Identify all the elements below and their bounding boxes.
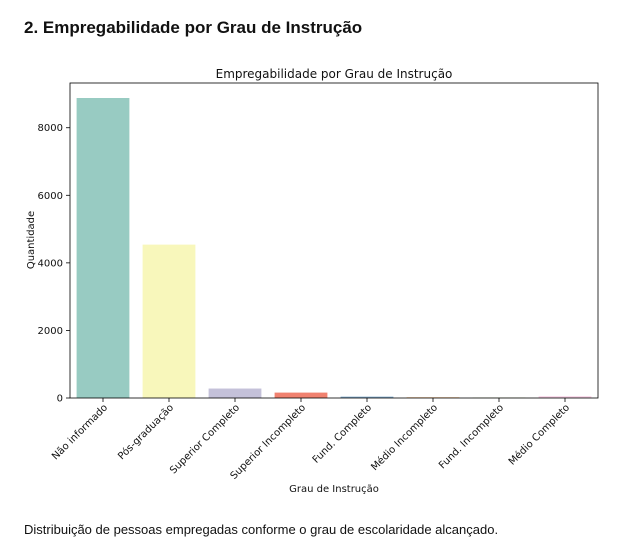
y-tick-label: 6000 [38, 191, 63, 202]
y-axis-label: Quantidade [26, 211, 37, 269]
bar-chart: Empregabilidade por Grau de Instrução 0 2… [26, 67, 599, 495]
x-tick-label: Pós-graduação [115, 402, 176, 463]
x-tick-label: Médio Incompleto [369, 402, 441, 474]
bar [208, 388, 262, 398]
bar [142, 244, 196, 398]
y-tick-label: 8000 [38, 123, 63, 134]
bar [538, 396, 592, 398]
x-tick-label: Fund. Incompleto [437, 402, 506, 471]
y-axis-ticks: 0 2000 4000 6000 8000 [38, 123, 70, 405]
bar [76, 98, 130, 398]
x-tick-label: Fund. Completo [311, 402, 374, 465]
chart-title: Empregabilidade por Grau de Instrução [216, 67, 453, 81]
x-axis-label: Grau de Instrução [289, 484, 379, 495]
x-tick-label: Superior Completo [168, 402, 242, 476]
plot-frame [69, 82, 599, 399]
x-tick-label: Não informado [50, 402, 110, 462]
bar [340, 396, 394, 398]
y-tick-label: 0 [57, 394, 63, 405]
bar [274, 392, 328, 398]
y-tick-label: 4000 [38, 258, 63, 269]
x-tick-label: Médio Completo [506, 402, 572, 468]
page-heading: 2. Empregabilidade por Grau de Instrução [24, 18, 363, 37]
x-tick-label: Superior Incompleto [229, 402, 309, 482]
y-tick-label: 2000 [38, 326, 63, 337]
bars-group [76, 98, 592, 398]
chart-caption: Distribuição de pessoas empregadas confo… [24, 522, 499, 537]
